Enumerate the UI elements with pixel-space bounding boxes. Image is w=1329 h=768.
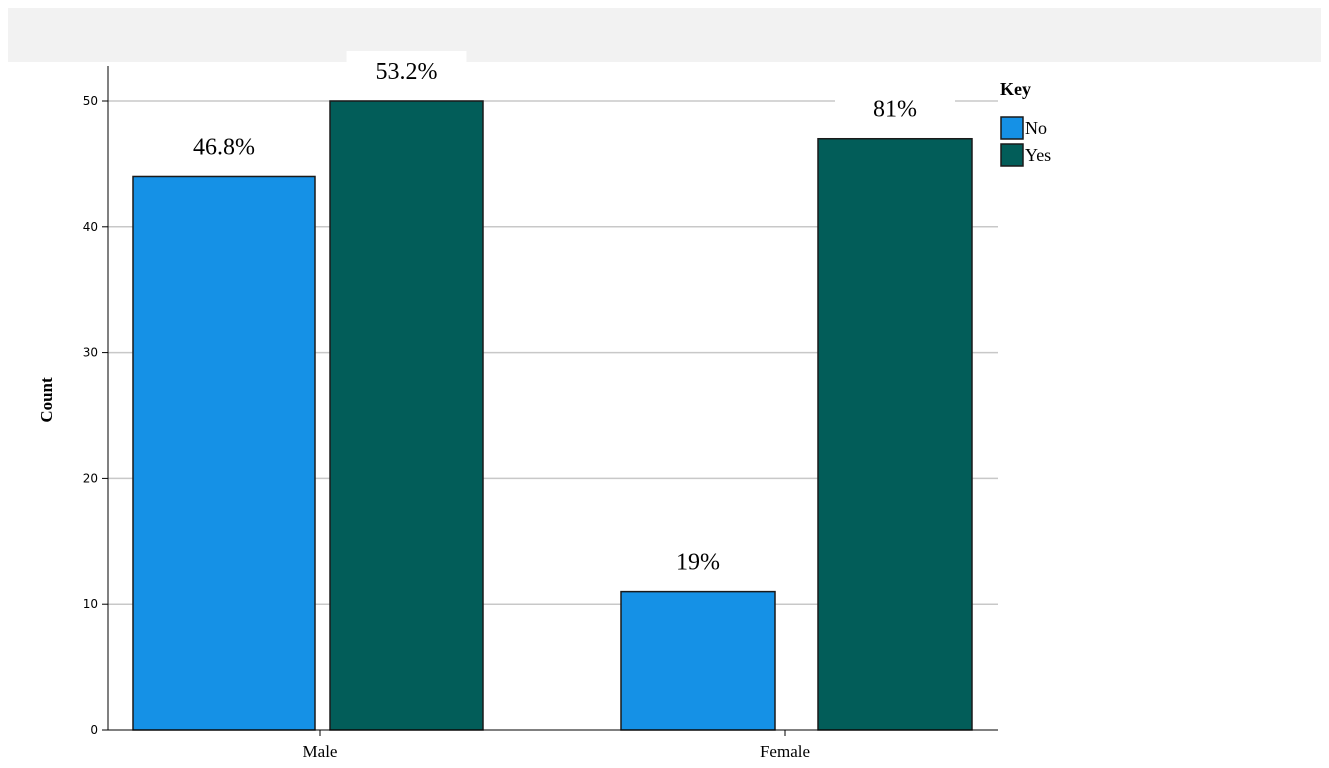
bar: [132, 175, 316, 731]
data-label: 46.8%: [193, 134, 255, 160]
y-tick-label: 30: [83, 346, 98, 360]
y-tick-label: 20: [83, 471, 98, 485]
y-tick-label: 40: [83, 220, 98, 234]
y-ticks: 0 10 20 30 40 50: [83, 94, 108, 737]
y-axis-label: Count: [37, 377, 56, 423]
y-tick-label: 50: [83, 94, 98, 108]
bars: [132, 100, 973, 731]
x-category-label: Female: [760, 742, 810, 761]
y-tick-label: 10: [83, 597, 98, 611]
data-label-background: [346, 51, 467, 89]
legend-swatch: [1000, 116, 1024, 140]
x-category-labels: Male Female: [303, 730, 810, 761]
legend-title: Key: [1000, 79, 1031, 99]
legend-label: Yes: [1025, 145, 1051, 165]
legend: Key No Yes: [1000, 79, 1051, 167]
bar: [620, 590, 776, 731]
bar: [329, 100, 484, 731]
legend-label: No: [1025, 118, 1047, 138]
data-label-background: [164, 126, 284, 165]
data-labels: 46.8% 53.2% 19% 81%: [164, 51, 955, 580]
data-label-background: [835, 88, 955, 127]
y-tick-label: 0: [90, 723, 98, 737]
chart-header-strip: [8, 8, 1321, 62]
data-label: 81%: [873, 97, 917, 123]
x-category-label: Male: [303, 742, 338, 761]
bar: [817, 137, 973, 731]
data-label: 53.2%: [376, 59, 438, 85]
axes: [107, 66, 998, 731]
data-label: 19%: [676, 550, 720, 576]
data-label-background: [638, 541, 758, 580]
legend-swatch: [1000, 143, 1024, 167]
